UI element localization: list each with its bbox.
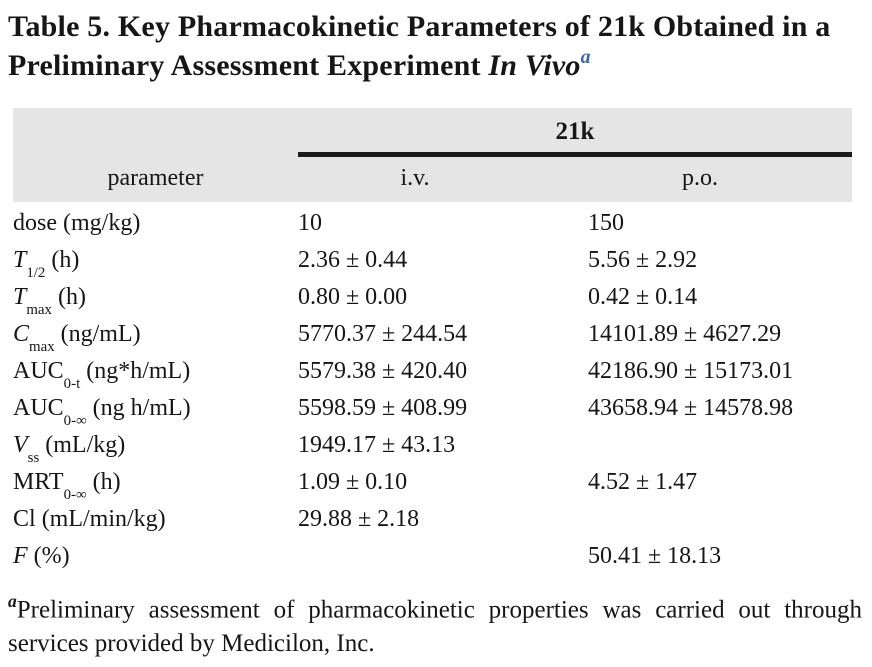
iv-value: 5598.59 ± 408.99 [298,395,468,422]
pk-table: dose (mg/kg) 10 150 T1/2 (h) 2.36 ± 0.44… [13,205,852,575]
parameter-unit: (h) [45,247,80,274]
po-value: 4.52 ± 1.47 [588,469,698,496]
parameter-label: Cmax (ng/mL) [13,321,141,355]
po-value [588,427,852,464]
po-value: 42186.90 ± 15173.01 [588,358,794,385]
parameter-label: dose (mg/kg) [13,210,141,237]
footnote-marker: a [8,591,17,612]
table-row-dose: dose (mg/kg) 10 150 [13,205,852,242]
parameter-label: F (%) [13,543,70,570]
po-value [588,501,852,538]
iv-value: 5770.37 ± 244.54 [298,321,468,348]
po-value: 43658.94 ± 14578.98 [588,395,794,422]
iv-value: 5579.38 ± 420.40 [298,358,468,385]
po-value: 0.42 ± 0.14 [588,284,698,311]
parameter-unit: (mL/kg) [39,432,126,459]
parameter-unit: (ng h/mL) [86,395,191,422]
iv-value: 0.80 ± 0.00 [298,284,408,311]
column-header-po: p.o. [682,165,718,192]
group-header-row: 21k [13,108,852,158]
table-title: Table 5. Key Pharmacokinetic Parameters … [8,8,864,85]
parameter-label: Vss (mL/kg) [13,432,126,466]
iv-value: 29.88 ± 2.18 [298,506,420,533]
footnote: aPreliminary assessment of pharmacokinet… [8,591,862,659]
table-header-band: 21k parameter i.v. p.o. [13,108,852,203]
column-header-parameter: parameter [107,165,204,192]
iv-value: 1949.17 ± 43.13 [298,432,456,459]
parameter-label: AUC0-t (ng*h/mL) [13,358,191,392]
parameter-unit: (mL/min/kg) [35,506,166,533]
group-header-label: 21k [555,118,595,146]
parameter-unit: (ng*h/mL) [80,358,191,385]
table-title-text: Table 5. Key Pharmacokinetic Parameters … [8,10,831,83]
parameter-unit: (mg/kg) [57,210,141,237]
parameter-label: MRT0-∞ (h) [13,469,121,503]
parameter-unit: (h) [86,469,121,496]
po-value: 50.41 ± 18.13 [588,543,722,570]
po-value: 14101.89 ± 4627.29 [588,321,782,348]
parameter-sub: 0-∞ [63,486,87,503]
group-header-rule [298,152,852,158]
column-header-iv: i.v. [400,165,430,192]
parameter-unit: (h) [51,284,86,311]
parameter-sub: max [26,301,52,318]
table-row-tmax: Tmax (h) 0.80 ± 0.00 0.42 ± 0.14 [13,279,852,318]
table-row-f: F (%) 50.41 ± 18.13 [13,538,852,575]
table-row-cmax: Cmax (ng/mL) 5770.37 ± 244.54 14101.89 ±… [13,316,852,355]
group-header-spacer [13,108,298,157]
table-title-emphasis: In Vivo [488,49,581,83]
parameter-label: T1/2 (h) [13,247,80,281]
parameter-unit: (%) [27,543,70,570]
parameter-label: Tmax (h) [13,284,86,318]
table-row-cl: Cl (mL/min/kg) 29.88 ± 2.18 [13,501,852,538]
table-row-mrt: MRT0-∞ (h) 1.09 ± 0.10 4.52 ± 1.47 [13,464,852,503]
parameter-unit: (ng/mL) [54,321,141,348]
po-value: 5.56 ± 2.92 [588,247,698,274]
table-row-t-half: T1/2 (h) 2.36 ± 0.44 5.56 ± 2.92 [13,242,852,281]
parameter-sub: 1/2 [26,264,46,281]
parameter-sub: 0-∞ [63,412,87,429]
column-header-row: parameter i.v. p.o. [13,157,852,202]
table-row-vss: Vss (mL/kg) 1949.17 ± 43.13 [13,427,852,466]
parameter-label: AUC0-∞ (ng h/mL) [13,395,191,429]
iv-value [298,538,588,575]
parameter-label: Cl (mL/min/kg) [13,506,166,533]
table-row-auc0t: AUC0-t (ng*h/mL) 5579.38 ± 420.40 42186.… [13,353,852,392]
table-row-auc0inf: AUC0-∞ (ng h/mL) 5598.59 ± 408.99 43658.… [13,390,852,429]
parameter-sub: ss [27,449,40,466]
iv-value: 10 [298,210,322,237]
iv-value: 2.36 ± 0.44 [298,247,408,274]
parameter-sub: max [29,338,55,355]
footnote-text: Preliminary assessment of pharmacokineti… [8,596,862,657]
po-value: 150 [588,210,624,237]
iv-value: 1.09 ± 0.10 [298,469,408,496]
title-footnote-marker: a [580,46,591,69]
parameter-sub: 0-t [63,375,81,392]
group-header-cell: 21k [298,108,852,158]
